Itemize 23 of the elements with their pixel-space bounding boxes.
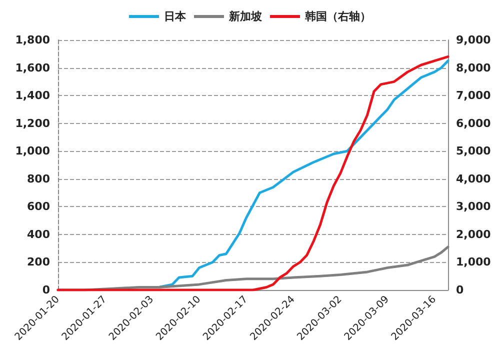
y2-tick-label: 9,000 xyxy=(456,34,492,46)
y-tick-label: 600 xyxy=(27,200,50,214)
y-tick-label: 800 xyxy=(27,172,50,186)
y2-tick-label: 7,000 xyxy=(456,89,492,102)
y2-tick-label: 3,000 xyxy=(456,200,492,214)
y-tick-label: 1,000 xyxy=(15,144,50,158)
y2-tick-label: 2,000 xyxy=(456,228,492,241)
y2-tick-label: 1,000 xyxy=(456,256,492,269)
y-tick-label: 400 xyxy=(27,228,50,241)
y2-tick-label: 8,000 xyxy=(456,61,492,74)
legend-label: 新加坡 xyxy=(228,10,263,23)
y2-tick-label: 6,000 xyxy=(456,116,492,130)
legend-label: 韩国（右轴） xyxy=(304,10,371,23)
y-tick-label: 1,200 xyxy=(15,116,50,130)
y2-tick-label: 0 xyxy=(456,284,464,296)
y2-tick-label: 4,000 xyxy=(456,172,492,186)
y-tick-label: 1,800 xyxy=(15,34,50,46)
y-tick-label: 1,600 xyxy=(15,61,50,74)
y-tick-label: 0 xyxy=(42,284,50,296)
y-tick-label: 1,400 xyxy=(15,89,50,102)
legend-label: 日本 xyxy=(164,10,187,23)
y2-tick-label: 5,000 xyxy=(456,144,492,158)
y-tick-label: 200 xyxy=(27,256,50,269)
